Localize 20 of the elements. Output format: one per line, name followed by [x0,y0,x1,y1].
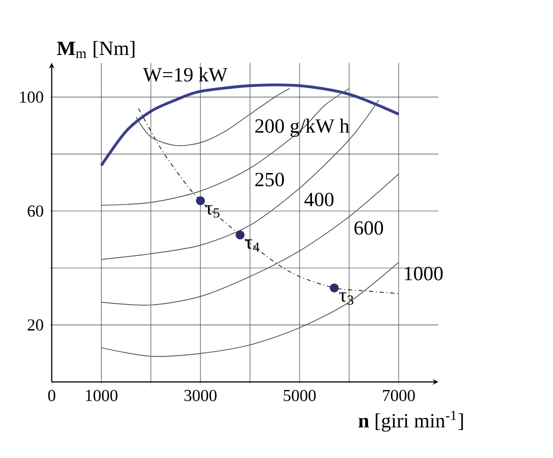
y-tick-label: 100 [20,92,44,103]
annotation: τ$_{5}$ [205,206,220,218]
annotation: τ$_{4}$ [244,240,260,252]
x-tick-label: 5000 [284,390,316,402]
y-axis-title: M$_{m}$ [Nm] [57,41,134,58]
x-tick-label: 1000 [86,390,118,402]
annotation: 600 [354,221,384,236]
x-tick-label: 7000 [383,390,415,402]
point [330,284,339,293]
line-series [100,84,400,168]
annotation: 250 [255,173,284,187]
y-tick-label: 60 [28,206,44,217]
point [196,196,205,206]
y-tick-label: 20 [28,320,44,331]
annotation: 400 [304,192,334,207]
x-tick-label: 0 [48,390,56,402]
point [236,230,245,240]
annotation: 1000 [404,267,443,281]
x-tick-label: 3000 [184,390,217,402]
x-axis-title: n [giri min$^{-1}$] [358,411,463,432]
